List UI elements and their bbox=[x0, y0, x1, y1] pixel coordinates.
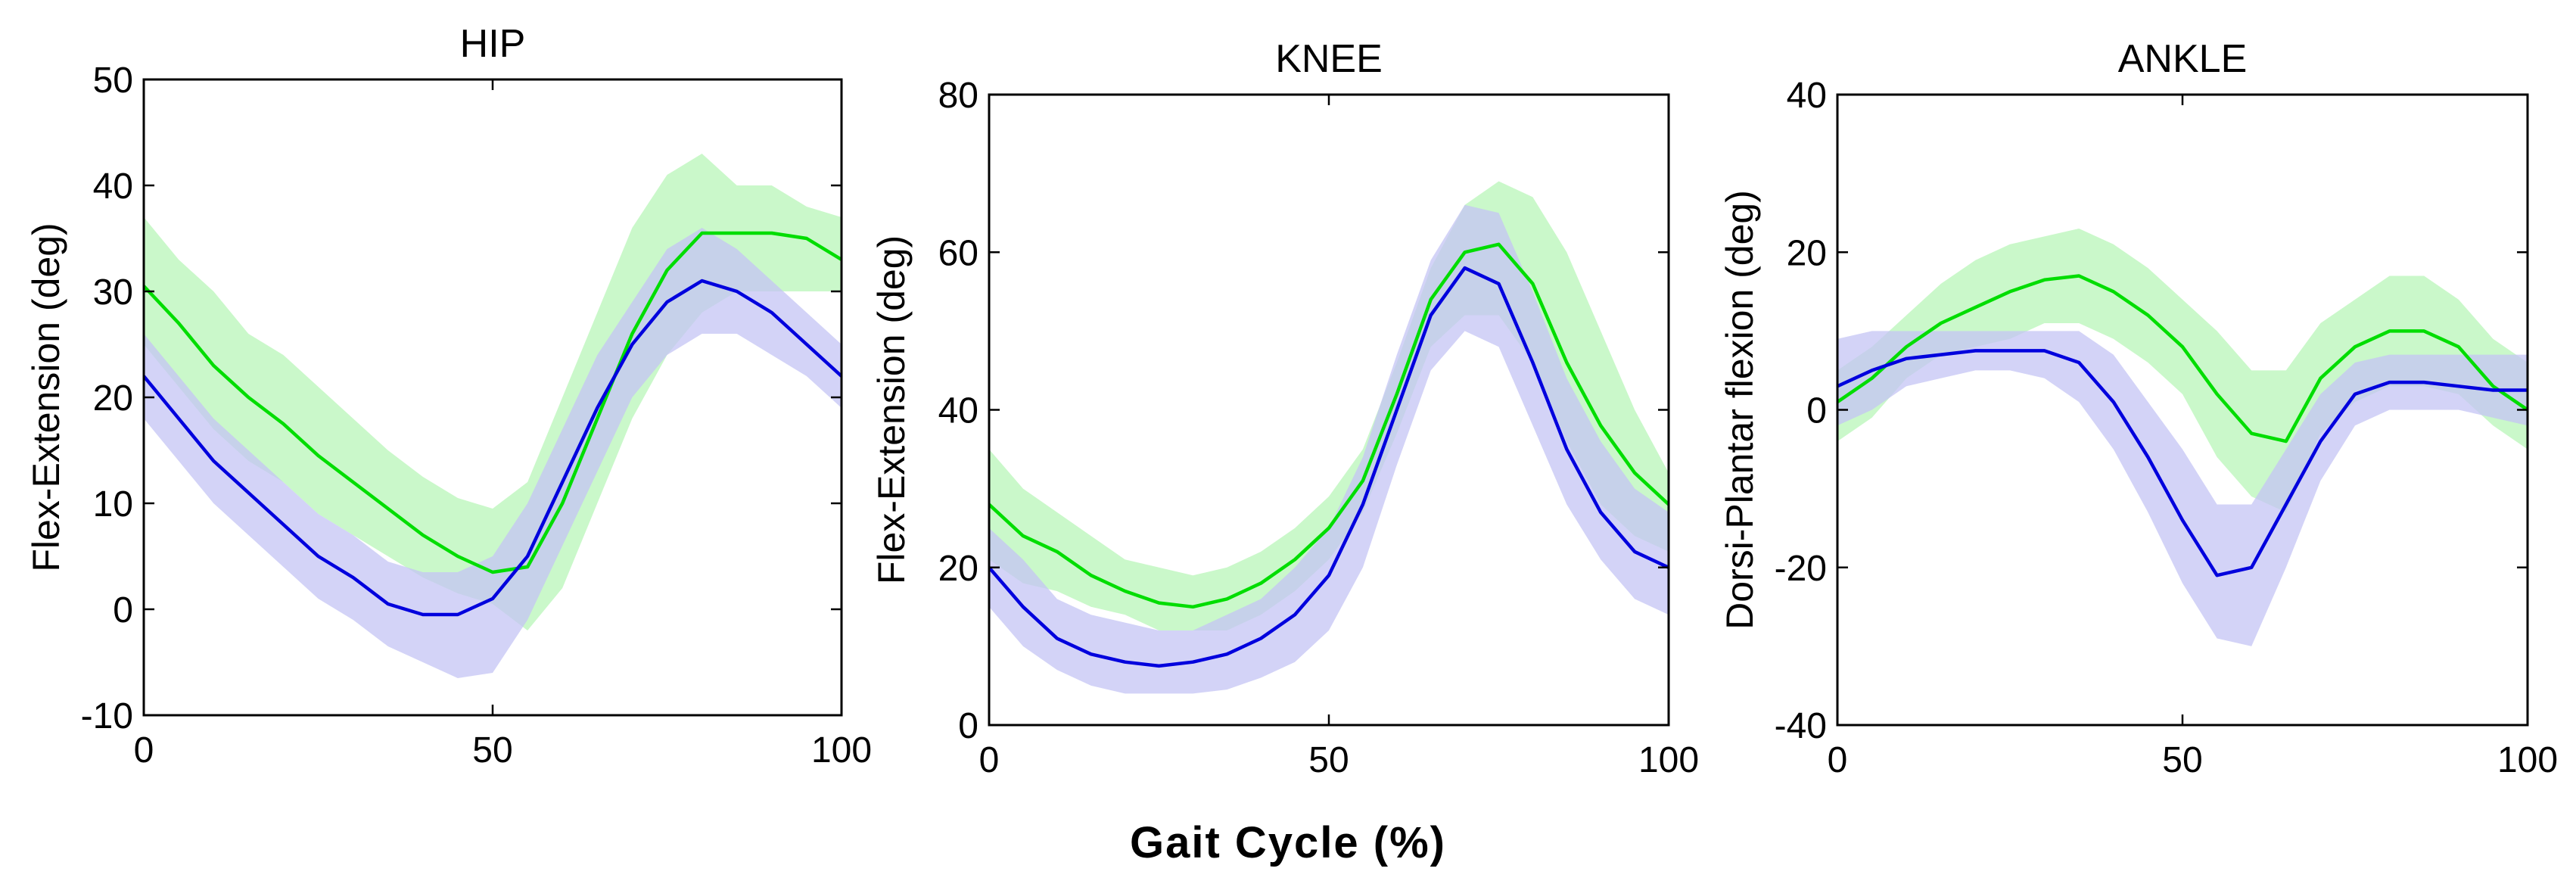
ankle-y-tick-label: -40 bbox=[1775, 706, 1827, 746]
hip-y-axis-label: Flex-Extension (deg) bbox=[25, 223, 67, 571]
knee-panel: 0 20 40 60 80 0 50 100 KNEE Flex-Extension (deg) bbox=[870, 37, 1699, 780]
knee-plot-area bbox=[989, 181, 1669, 694]
hip-series-2-line bbox=[144, 279, 842, 617]
hip-x-tick-label: 100 bbox=[811, 730, 872, 770]
ankle-series-2-band bbox=[1837, 331, 2528, 646]
ankle-y-tick-label: -20 bbox=[1775, 549, 1827, 589]
hip-y-tick-label: 40 bbox=[93, 167, 133, 207]
knee-series-1-line bbox=[989, 242, 1669, 609]
knee-title: KNEE bbox=[1275, 37, 1383, 81]
ankle-x-tick-label: 0 bbox=[1828, 740, 1848, 780]
ankle-y-axis-label: Dorsi-Plantar flexion (deg) bbox=[1719, 190, 1761, 630]
ankle-x-tick-label: 100 bbox=[2497, 740, 2558, 780]
knee-x-tick-label: 0 bbox=[979, 740, 1000, 780]
hip-y-tick-label: 50 bbox=[93, 61, 133, 101]
hip-y-tick-label: 30 bbox=[93, 272, 133, 313]
hip-y-tick-label: -10 bbox=[81, 696, 133, 736]
knee-y-tick-label: 20 bbox=[938, 549, 978, 589]
ankle-x-tick-label: 50 bbox=[2162, 740, 2202, 780]
ankle-series-1-band bbox=[1837, 229, 2528, 512]
hip-y-tick-label: 0 bbox=[113, 590, 133, 630]
knee-y-tick-label: 0 bbox=[958, 706, 978, 746]
hip-x-tick-label: 0 bbox=[134, 730, 154, 770]
knee-series-2-band bbox=[989, 204, 1669, 694]
knee-y-tick-label: 40 bbox=[938, 391, 978, 431]
hip-y-tick-label: 20 bbox=[93, 378, 133, 419]
ankle-panel: -40 -20 0 20 40 0 50 100 ANKLE Dorsi-Plantar flex… bbox=[1719, 37, 2558, 780]
knee-x-tick-label: 50 bbox=[1308, 740, 1349, 780]
hip-series-2-band bbox=[144, 228, 842, 678]
ankle-series-2-line bbox=[1837, 349, 2528, 577]
knee-y-axis-label: Flex-Extension (deg) bbox=[870, 235, 913, 584]
hip-title: HIP bbox=[460, 22, 526, 66]
shared-x-axis-label: Gait Cycle (%) bbox=[1130, 818, 1446, 867]
knee-x-tick-label: 100 bbox=[1638, 740, 1699, 780]
knee-series-2-line bbox=[989, 266, 1669, 668]
hip-y-tick-label: 10 bbox=[93, 484, 133, 524]
ankle-title: ANKLE bbox=[2118, 37, 2248, 81]
hip-x-tick-label: 50 bbox=[472, 730, 512, 770]
hip-plot-area bbox=[144, 154, 842, 678]
ankle-y-tick-label: 0 bbox=[1806, 391, 1827, 431]
ankle-series-1-line bbox=[1837, 274, 2528, 444]
ankle-y-tick-label: 20 bbox=[1787, 233, 1827, 273]
hip-series-1-line bbox=[144, 231, 842, 574]
knee-y-tick-label: 60 bbox=[938, 233, 978, 273]
ankle-plot-area bbox=[1837, 229, 2528, 646]
ankle-y-tick-label: 40 bbox=[1787, 76, 1827, 116]
knee-y-tick-label: 80 bbox=[938, 76, 978, 116]
